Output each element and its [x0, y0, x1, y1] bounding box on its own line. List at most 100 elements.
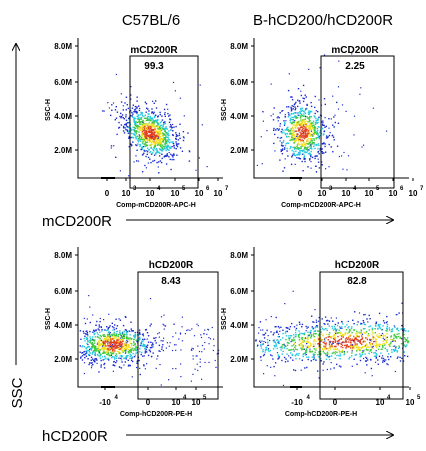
event-dot	[138, 109, 141, 112]
event-dot	[318, 351, 320, 353]
event-dot	[150, 153, 153, 155]
event-dot	[124, 333, 126, 336]
event-dot	[371, 343, 374, 345]
event-dot	[158, 172, 160, 174]
event-dot	[139, 367, 141, 369]
event-dot	[130, 345, 133, 347]
event-dot	[168, 379, 170, 381]
event-dot	[169, 114, 171, 116]
event-dot	[298, 130, 300, 132]
event-dot	[300, 109, 302, 111]
event-dot	[164, 138, 166, 141]
event-dot	[168, 156, 170, 158]
event-dot	[134, 334, 137, 336]
baseline-marker	[290, 386, 302, 388]
event-dot	[103, 343, 105, 345]
event-dot	[127, 346, 129, 348]
event-dot	[294, 147, 297, 149]
event-dot	[327, 336, 329, 338]
event-dot	[136, 341, 138, 343]
axis-lines	[253, 38, 409, 179]
event-dot	[394, 370, 396, 373]
event-dot	[337, 332, 339, 334]
event-dot	[113, 345, 115, 347]
event-dot	[312, 135, 314, 137]
x-tick-label: 10	[409, 189, 418, 198]
event-dot	[141, 131, 144, 133]
event-dot	[354, 337, 356, 340]
event-dot	[143, 126, 145, 128]
event-dot	[139, 122, 141, 124]
event-dot	[299, 112, 301, 114]
event-dot	[155, 120, 158, 122]
event-dot	[299, 128, 301, 131]
event-dot	[396, 350, 399, 352]
event-dot	[297, 334, 300, 336]
event-dot	[396, 327, 399, 329]
event-dot	[127, 107, 129, 110]
event-dot	[89, 347, 91, 350]
event-dot	[319, 149, 321, 151]
event-dot	[137, 334, 140, 336]
event-dot	[368, 352, 370, 355]
event-dot	[313, 139, 315, 141]
event-dot	[361, 335, 363, 337]
event-dot	[284, 122, 286, 124]
event-dot	[334, 337, 336, 339]
event-dot	[356, 344, 358, 346]
event-dot	[324, 126, 326, 128]
event-dot	[83, 353, 85, 356]
event-dot	[302, 125, 304, 127]
event-dot	[359, 341, 361, 344]
event-dot	[260, 136, 262, 138]
event-dot	[327, 323, 329, 325]
event-dot	[310, 334, 312, 336]
event-dot	[131, 144, 133, 146]
event-dot	[124, 347, 126, 349]
event-dot	[374, 340, 376, 343]
event-dot	[165, 155, 167, 157]
event-dot	[169, 342, 171, 344]
event-dot	[303, 137, 305, 139]
event-dot	[288, 355, 290, 357]
event-dot	[305, 108, 307, 110]
axis-lines	[77, 247, 223, 388]
event-dot	[153, 122, 155, 125]
axis-lines	[77, 38, 223, 179]
event-dot	[387, 356, 389, 358]
event-dot	[139, 122, 141, 125]
x-axis-label: Comp-hCD200R-PE-H	[285, 411, 357, 418]
event-dot	[277, 342, 280, 344]
event-dot	[281, 153, 284, 155]
event-dot	[124, 315, 127, 318]
event-dot	[309, 141, 311, 144]
event-dot	[204, 341, 206, 344]
event-dot	[319, 337, 322, 339]
event-dot	[327, 356, 329, 358]
event-dot	[317, 134, 319, 137]
event-dot	[310, 351, 312, 353]
event-dot	[308, 121, 310, 123]
event-dot	[283, 343, 285, 345]
event-dot	[341, 155, 343, 157]
event-dot	[150, 341, 152, 343]
event-dot	[298, 352, 300, 355]
event-dot	[360, 333, 362, 335]
event-dot	[286, 106, 288, 108]
event-dot	[301, 126, 303, 128]
event-dot	[304, 128, 306, 130]
event-dot	[140, 138, 142, 140]
event-dot	[351, 339, 353, 342]
event-dot	[292, 124, 295, 126]
event-dot	[325, 137, 328, 139]
event-dot	[144, 139, 146, 141]
event-dot	[281, 344, 284, 346]
event-dot	[347, 327, 349, 329]
event-dot	[364, 313, 366, 316]
event-dot	[322, 328, 324, 330]
event-dot	[403, 333, 405, 336]
event-dot	[130, 129, 132, 131]
event-dot	[116, 111, 119, 113]
event-dot	[328, 118, 330, 120]
event-dot	[85, 352, 87, 355]
